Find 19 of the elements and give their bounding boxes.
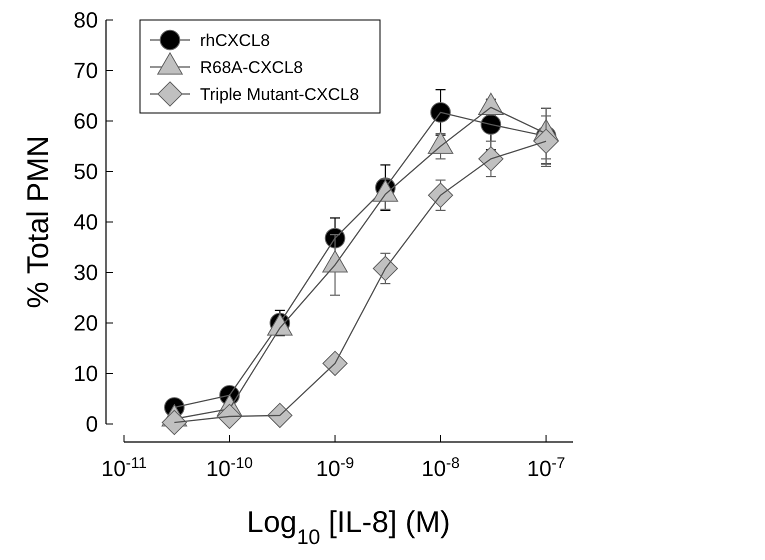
y-axis-title: % Total PMN xyxy=(22,136,55,308)
y-tick-label: 0 xyxy=(86,412,98,437)
y-tick-label: 50 xyxy=(74,159,98,184)
y-tick-label: 70 xyxy=(74,58,98,84)
y-tick-label: 40 xyxy=(74,210,98,235)
legend-label: R68A-CXCL8 xyxy=(200,58,303,77)
y-tick-label: 20 xyxy=(74,310,98,336)
x-axis-title: Log$_{10}$ [IL-8] (M) xyxy=(246,506,450,548)
y-tick-label: 60 xyxy=(74,108,98,134)
x-tick-label: 10$^{-8}$ xyxy=(421,454,460,481)
x-tick-label: 10$^{-9}$ xyxy=(316,454,354,481)
x-tick-label: 10$^{-11}$ xyxy=(101,454,147,481)
y-tick-label: 80 xyxy=(74,8,98,33)
x-tick-label: 10$^{-7}$ xyxy=(526,454,566,481)
y-tick-label: 30 xyxy=(74,260,98,286)
y-tick-label: 10 xyxy=(74,361,98,386)
legend-label: rhCXCL8 xyxy=(200,30,270,50)
legend-label: Triple Mutant-CXCL8 xyxy=(200,84,360,104)
x-tick-label: 10$^{-10}$ xyxy=(206,454,253,481)
